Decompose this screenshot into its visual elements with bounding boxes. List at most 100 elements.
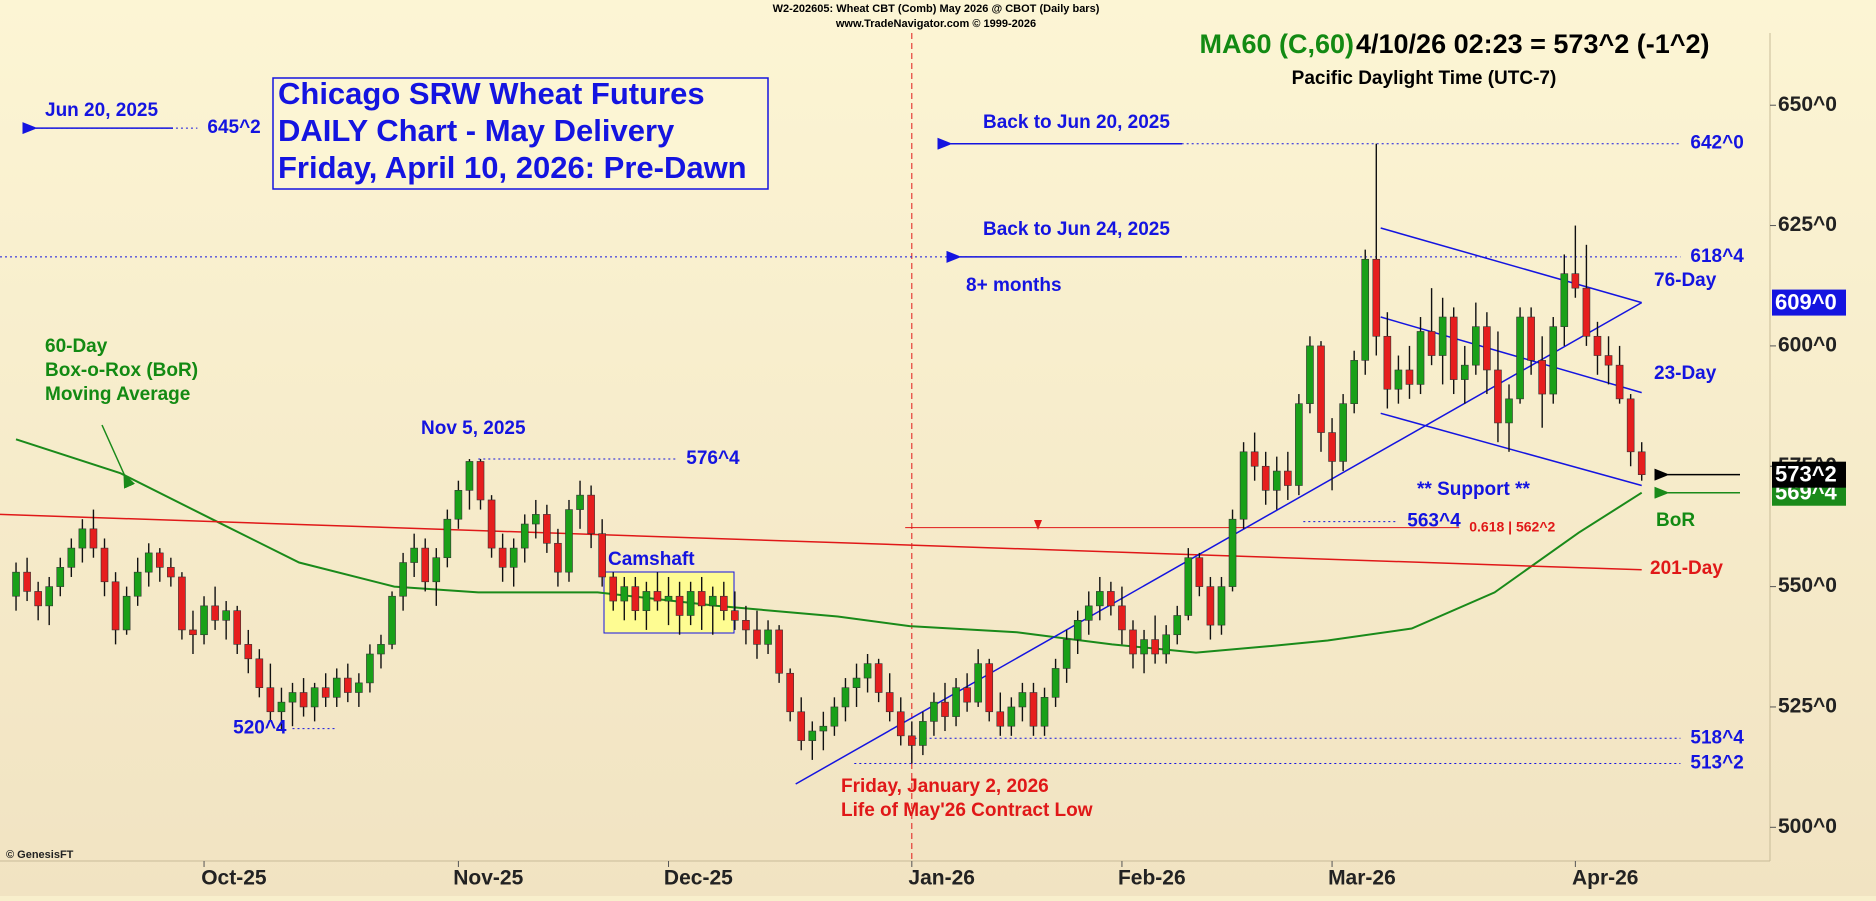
candle-body — [399, 562, 407, 597]
candle-body — [852, 677, 861, 688]
candle-body — [1195, 557, 1204, 587]
candle-body — [344, 677, 352, 693]
candle-body — [288, 692, 297, 703]
ma-readout: 4/10/26 02:23 = 573^2 (-1^2) — [1356, 29, 1710, 59]
candle-body — [1571, 273, 1580, 289]
level-label: 642^0 — [1690, 133, 1743, 154]
y-tick-label: 525^0 — [1778, 695, 1837, 718]
header: W2-202605: Wheat CBT (Comb) May 2026 @ C… — [773, 3, 1100, 15]
candle-body — [1040, 697, 1049, 727]
candle-body — [664, 595, 673, 602]
candle-body — [1527, 316, 1535, 361]
candle-body — [731, 610, 739, 621]
candle-body — [277, 701, 286, 713]
candle-body — [808, 730, 817, 741]
candle-body — [532, 514, 540, 525]
x-tick-label: Nov-25 — [453, 867, 523, 890]
candle-body — [1140, 639, 1148, 655]
candle-body — [200, 605, 208, 636]
candle-body — [620, 586, 629, 602]
candle-body — [830, 706, 839, 727]
candle-body — [764, 629, 772, 645]
candle-body — [1107, 591, 1115, 607]
candle-body — [454, 490, 463, 520]
candle-body — [1250, 451, 1259, 467]
candle-body — [1405, 369, 1414, 385]
candle-body — [310, 687, 319, 708]
annotation: Camshaft — [608, 549, 695, 570]
annotation-arrow — [101, 424, 136, 489]
candle-body — [377, 644, 385, 655]
candle-body — [1472, 326, 1480, 366]
candle-body — [432, 557, 441, 583]
candle-body — [1162, 634, 1170, 655]
candle-body — [56, 567, 65, 587]
price-tag-label: 609^0 — [1775, 289, 1837, 314]
candle-body — [133, 571, 142, 597]
overlay-line — [1380, 316, 1642, 394]
x-tick-label: Jan-26 — [908, 867, 975, 890]
chart-title: Chicago SRW Wheat Futures — [278, 76, 705, 111]
candle-body — [1228, 518, 1237, 587]
header: www.TradeNavigator.com © 1999-2026 — [835, 18, 1036, 30]
candle-body — [1118, 605, 1126, 631]
candle-body — [255, 658, 264, 688]
candle-body — [1239, 451, 1248, 520]
x-tick-label: Mar-26 — [1328, 867, 1396, 890]
labels: 500^0525^0550^0575^0600^0625^0650^0Oct-2… — [6, 93, 1846, 890]
candle-body — [100, 547, 109, 583]
annotation: Friday, January 2, 2026 — [841, 776, 1049, 797]
overlay-line — [15, 438, 1643, 654]
candle-body — [366, 653, 374, 684]
level-label: 618^4 — [1690, 246, 1744, 267]
candle-body — [1604, 355, 1613, 366]
annotation-arrow — [1034, 520, 1042, 530]
candle-body — [543, 514, 551, 544]
annotation: ** Support ** — [1417, 479, 1531, 500]
candle-body — [720, 595, 728, 611]
y-tick-label: 550^0 — [1778, 574, 1837, 597]
candle-body — [1361, 258, 1370, 361]
candle-body — [996, 711, 1005, 727]
candle-body — [12, 571, 20, 597]
candle-body — [1284, 470, 1292, 486]
candle-body — [167, 567, 175, 578]
candle-body — [520, 523, 529, 549]
candle-body — [874, 663, 883, 693]
candle-body — [45, 586, 54, 607]
candle-body — [421, 547, 430, 583]
candle-body — [554, 542, 562, 573]
candle-body — [321, 687, 330, 698]
annotation: © GenesisFT — [6, 849, 74, 861]
candle-body — [919, 721, 927, 746]
candle-body — [1637, 451, 1646, 475]
candle-body — [675, 595, 684, 616]
overlay-line — [1380, 412, 1642, 487]
annotation: Back to Jun 24, 2025 — [983, 219, 1170, 240]
annotation: Life of May'26 Contract Low — [841, 800, 1093, 821]
level-label: 520^4 — [233, 718, 287, 739]
x-tick-label: Oct-25 — [201, 867, 267, 890]
candle-body — [1206, 586, 1215, 626]
candle-body — [786, 672, 794, 713]
chart-title: Friday, April 10, 2026: Pre-Dawn — [278, 150, 747, 185]
candle-body — [211, 605, 219, 621]
candle-body — [1350, 360, 1358, 404]
candle-body — [1129, 629, 1137, 655]
candle-body — [930, 701, 938, 722]
candle-body — [89, 528, 98, 549]
candle-body — [122, 595, 131, 631]
candle-body — [178, 576, 186, 631]
y-tick-label: 650^0 — [1778, 93, 1837, 116]
candle-body — [974, 663, 982, 703]
candle-body — [1416, 331, 1425, 385]
candle-body — [78, 528, 87, 549]
x-tick-label: Dec-25 — [664, 867, 733, 890]
candle-body — [1593, 335, 1602, 356]
candle-body — [67, 547, 76, 568]
candle-body — [1427, 331, 1436, 356]
candle-body — [565, 509, 573, 573]
annotation: 23-Day — [1654, 363, 1717, 384]
candle-body — [1339, 403, 1347, 462]
